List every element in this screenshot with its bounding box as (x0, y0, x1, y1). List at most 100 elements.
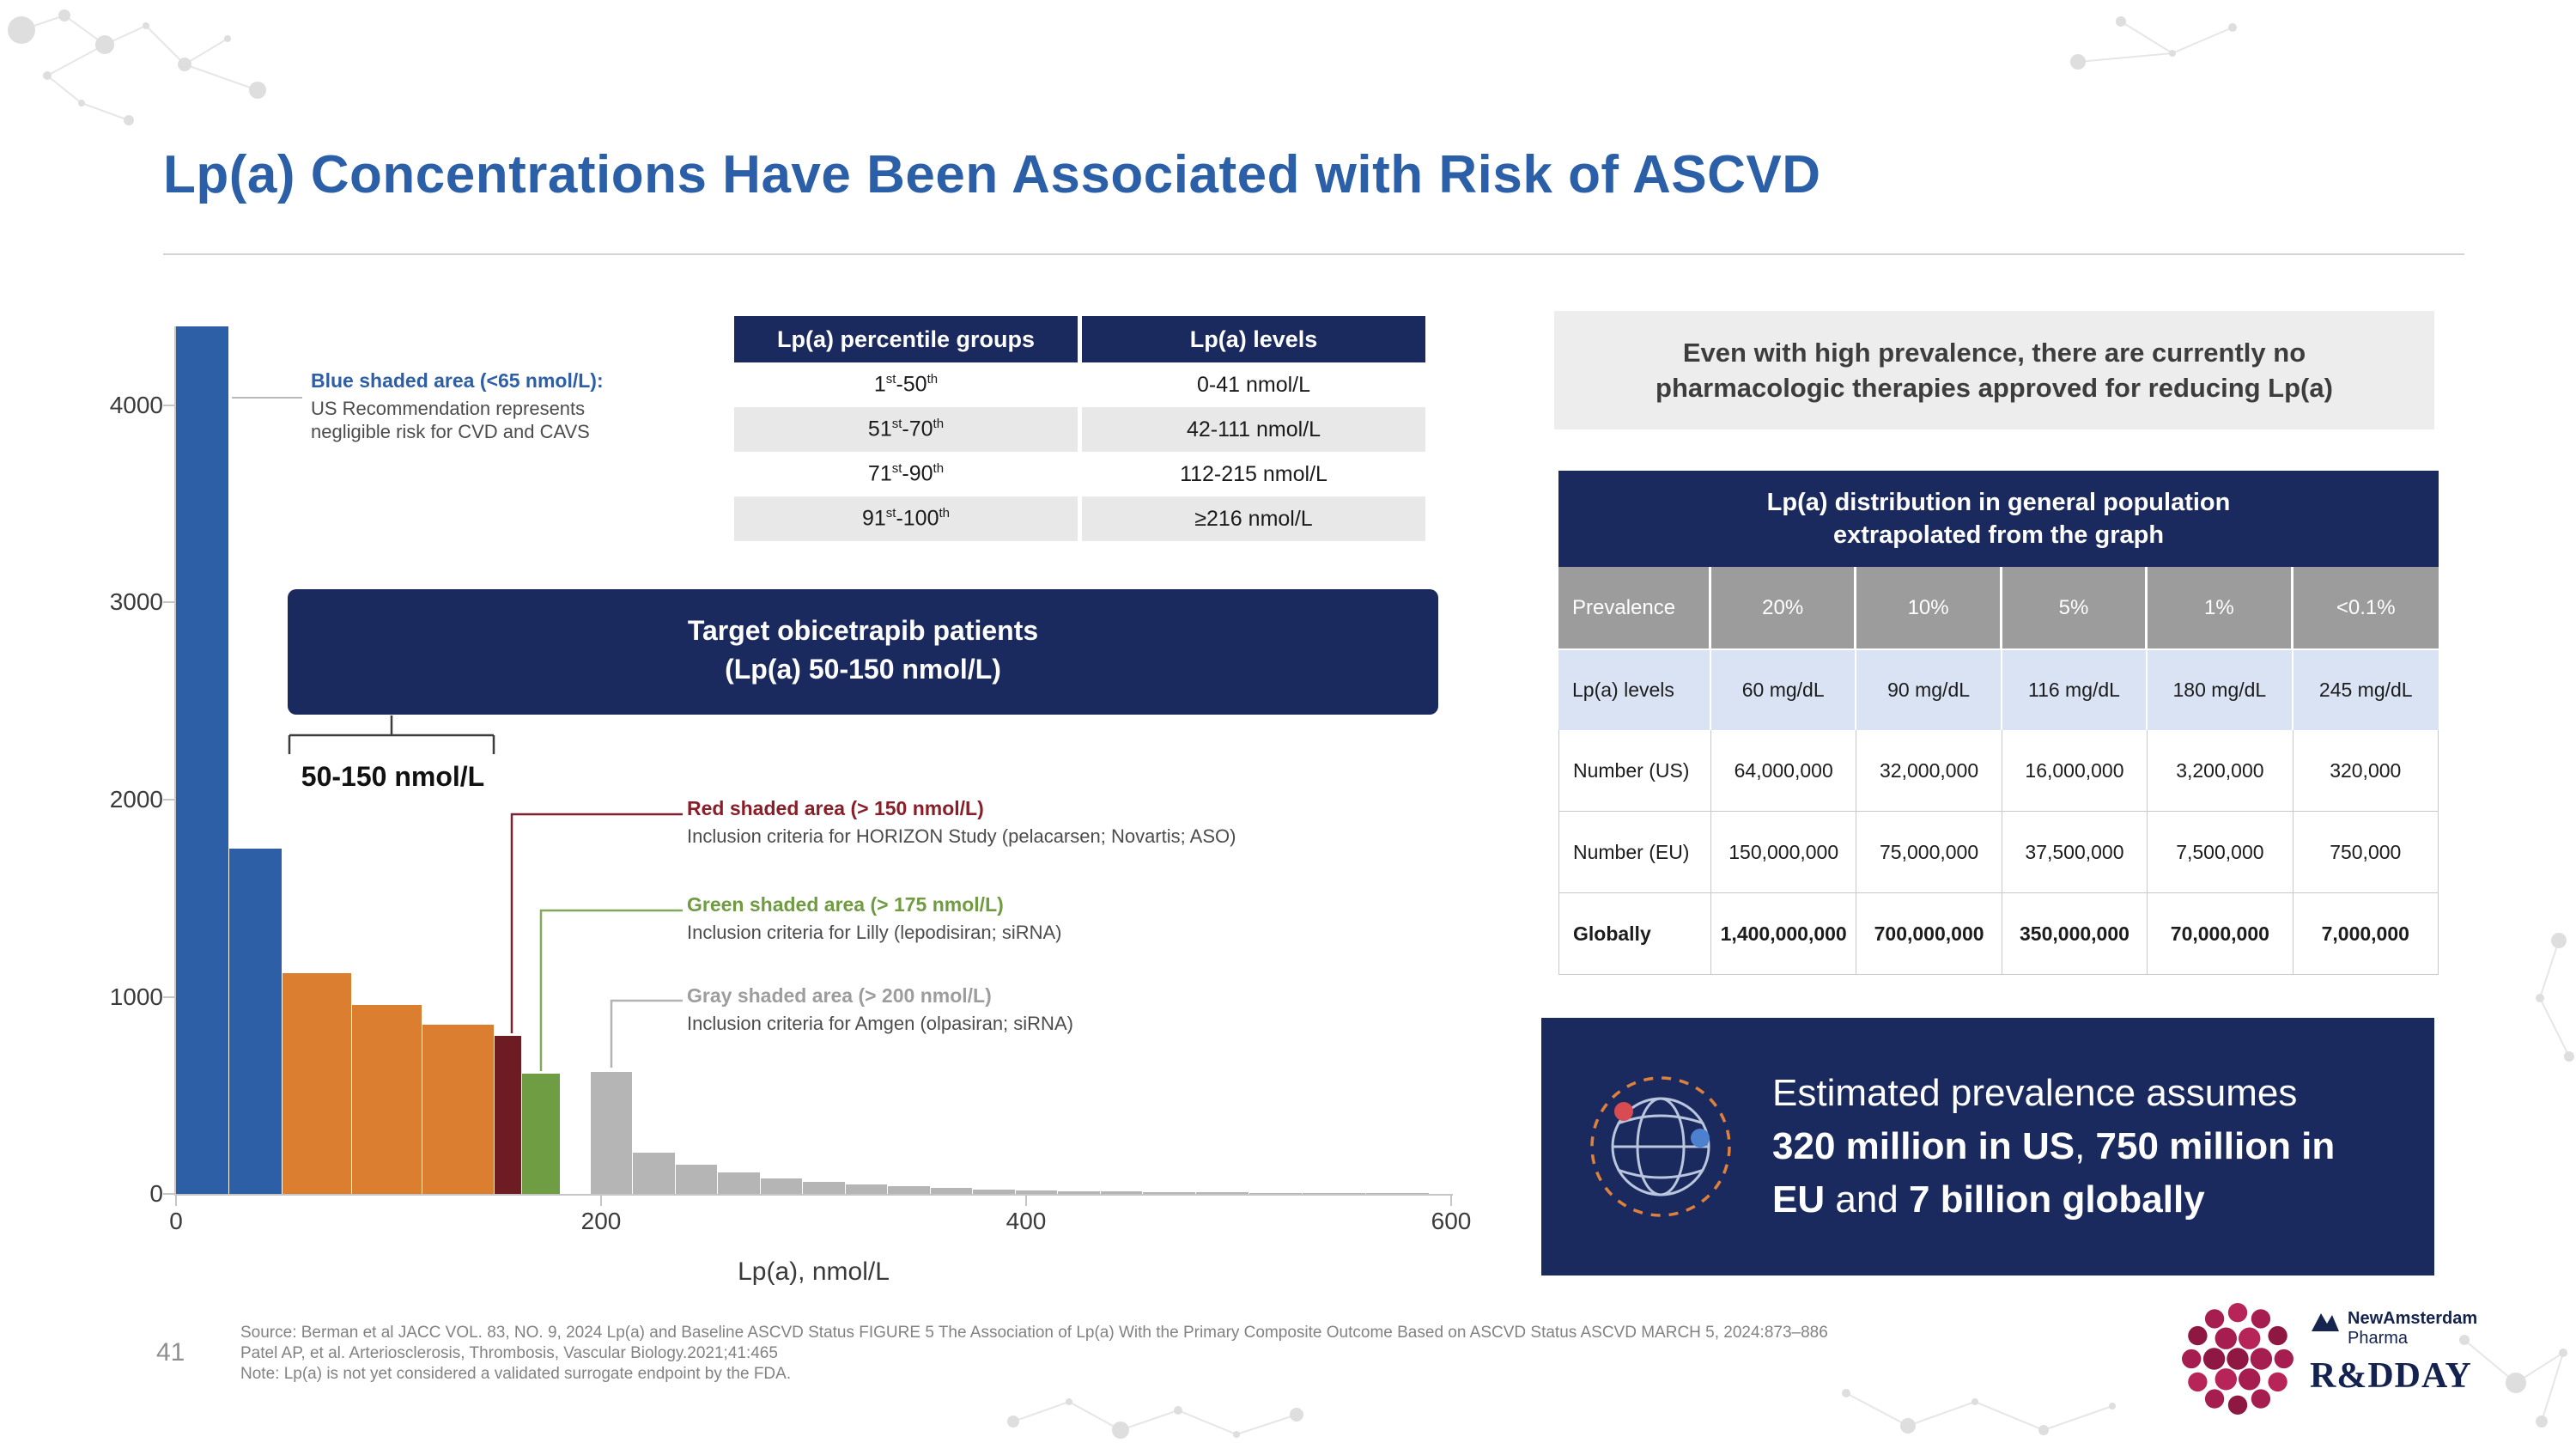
histogram-bar (888, 1186, 930, 1194)
distribution-header-cell: 5% (2002, 567, 2148, 648)
distribution-value-cell: 180 mg/dL (2148, 648, 2293, 730)
footnote-line: Note: Lp(a) is not yet considered a vali… (240, 1365, 792, 1383)
distribution-row-label: Globally (1558, 893, 1711, 975)
distribution-header-cell: 1% (2148, 567, 2293, 648)
histogram-bar (1196, 1192, 1249, 1194)
annotation-red-area: Red shaded area (> 150 nmol/L) Inclusion… (687, 797, 1460, 848)
distribution-value-cell: 116 mg/dL (2002, 648, 2148, 730)
histogram-bar (1302, 1192, 1366, 1194)
y-axis-tick (163, 1193, 174, 1195)
histogram-bar (282, 972, 352, 1194)
globe-icon (1590, 1075, 1731, 1217)
x-axis-tick (1025, 1196, 1027, 1206)
percentile-table-cell: 91st-100th (734, 496, 1078, 541)
distribution-value-cell: 64,000,000 (1711, 730, 1857, 812)
histogram-bar (1015, 1190, 1058, 1194)
y-axis-tick-label: 4000 (109, 391, 163, 418)
histogram-bar (495, 1036, 522, 1194)
event-wordmark: R&DDAY (2310, 1356, 2472, 1396)
histogram-bar (352, 1004, 422, 1194)
distribution-table-title-text: Lp(a) distribution in general population… (1766, 489, 2231, 549)
brand-name: NewAmsterdam Pharma (2348, 1309, 2477, 1349)
x-axis-title: Lp(a), nmol/L (738, 1257, 890, 1286)
histogram-bar (675, 1164, 718, 1194)
distribution-value-cell: 700,000,000 (1856, 893, 2002, 975)
distribution-value-cell: 150,000,000 (1711, 812, 1857, 893)
y-axis-tick (163, 404, 174, 406)
distribution-value-cell: 70,000,000 (2148, 893, 2293, 975)
histogram-bar (718, 1172, 760, 1194)
histogram-bar (522, 1074, 560, 1194)
percentile-table-header-row: Lp(a) percentile groups Lp(a) levels (734, 316, 1425, 362)
x-axis-line (175, 1194, 1453, 1196)
x-axis-tick-label: 200 (580, 1208, 622, 1234)
y-axis-tick (163, 601, 174, 604)
histogram-bar (930, 1188, 973, 1194)
target-patients-line1: Target obicetrapib patients (687, 615, 1039, 646)
annotation-green-title: Green shaded area (> 175 nmol/L) (687, 893, 1004, 916)
percentile-table-cell: 0-41 nmol/L (1082, 362, 1425, 407)
histogram-bar (1100, 1191, 1143, 1194)
histogram-bar (1143, 1191, 1195, 1194)
histogram-bar (590, 1071, 633, 1194)
histogram-bar (973, 1189, 1015, 1194)
annotation-gray-area: Gray shaded area (> 200 nmol/L) Inclusio… (687, 984, 1460, 1035)
y-axis-tick (163, 798, 174, 801)
annotation-blue-body: US Recommendation represents negligible … (311, 398, 590, 442)
percentile-table: Lp(a) percentile groups Lp(a) levels 1st… (730, 316, 1430, 541)
distribution-value-cell: 245 mg/dL (2293, 648, 2439, 730)
brand-name-bottom: Pharma (2348, 1329, 2409, 1348)
histogram-bar (760, 1178, 803, 1194)
percentile-table-cell: ≥216 nmol/L (1082, 496, 1425, 541)
prevalence-text-segment: 750 million in EU (1772, 1125, 2336, 1221)
annotation-red-title: Red shaded area (> 150 nmol/L) (687, 797, 984, 819)
page-number: 41 (156, 1338, 185, 1367)
y-axis-tick-label: 2000 (109, 785, 163, 813)
percentile-table-row: 1st-50th 0-41 nmol/L (734, 362, 1425, 407)
distribution-value-cell: 7,000,000 (2293, 893, 2439, 975)
prevalence-text-segment: 320 million in US (1772, 1125, 2075, 1167)
brand-block: NewAmsterdam Pharma (2310, 1309, 2477, 1349)
target-patients-box: Target obicetrapib patients (Lp(a) 50-15… (288, 589, 1438, 715)
x-axis-tick-label: 0 (169, 1208, 183, 1234)
distribution-header-cell: Prevalence (1558, 567, 1711, 648)
percentile-table-row: 71st-90th 112-215 nmol/L (734, 452, 1425, 496)
footnote-line: Source: Berman et al JACC VOL. 83, NO. 9… (240, 1324, 1828, 1342)
range-label: 50-150 nmol/L (301, 761, 485, 792)
distribution-value-cell: 60 mg/dL (1711, 648, 1857, 730)
distribution-header-cell: <0.1% (2293, 567, 2439, 648)
annotation-red-body: Inclusion criteria for HORIZON Study (pe… (687, 825, 1236, 847)
annotation-gray-title: Gray shaded area (> 200 nmol/L) (687, 984, 992, 1007)
brand-name-top: NewAmsterdam (2348, 1309, 2478, 1328)
percentile-table-cell: 42-111 nmol/L (1082, 407, 1425, 452)
distribution-value-cell: 75,000,000 (1856, 812, 2002, 893)
percentile-table-header-groups: Lp(a) percentile groups (734, 316, 1078, 362)
histogram-plot-area (176, 326, 1451, 1194)
distribution-row-label: Number (US) (1558, 730, 1711, 812)
prevalence-text-segment: 7 billion globally (1909, 1178, 2205, 1221)
x-axis-tick-label: 400 (1005, 1208, 1047, 1234)
percentile-table-row: 51st-70th 42-111 nmol/L (734, 407, 1425, 452)
prevalence-box: Estimated prevalence assumes 320 million… (1541, 1018, 2434, 1275)
y-axis-tick-label: 3000 (109, 588, 163, 616)
distribution-table-title: Lp(a) distribution in general population… (1558, 471, 2439, 567)
distribution-value-cell: 16,000,000 (2002, 730, 2148, 812)
percentile-table-cell: 51st-70th (734, 407, 1078, 452)
footnotes: Source: Berman et al JACC VOL. 83, NO. 9… (240, 1323, 1828, 1385)
distribution-value-cell: 3,200,000 (2148, 730, 2293, 812)
title-divider (163, 253, 2464, 255)
histogram-bar (803, 1181, 845, 1194)
right-panel-headline: Even with high prevalence, there are cur… (1554, 311, 2434, 429)
prevalence-text-segment: Estimated prevalence assumes (1772, 1072, 2298, 1114)
distribution-value-cell: 350,000,000 (2002, 893, 2148, 975)
y-axis-tick-label: 1000 (109, 983, 163, 1010)
distribution-table: Prevalence 20% 10% 5% 1% <0.1% Lp(a) levels 60 … (1558, 567, 2439, 975)
percentile-table-row: 91st-100th ≥216 nmol/L (734, 496, 1425, 541)
annotation-blue-title: Blue shaded area (<65 nmol/L): (311, 369, 604, 392)
x-axis-tick (175, 1196, 177, 1206)
company-logo: NewAmsterdam Pharma R&DDAY (2181, 1299, 2490, 1428)
distribution-value-cell: 750,000 (2293, 812, 2439, 893)
mountain-icon (2312, 1313, 2339, 1331)
histogram-bar (845, 1184, 888, 1194)
